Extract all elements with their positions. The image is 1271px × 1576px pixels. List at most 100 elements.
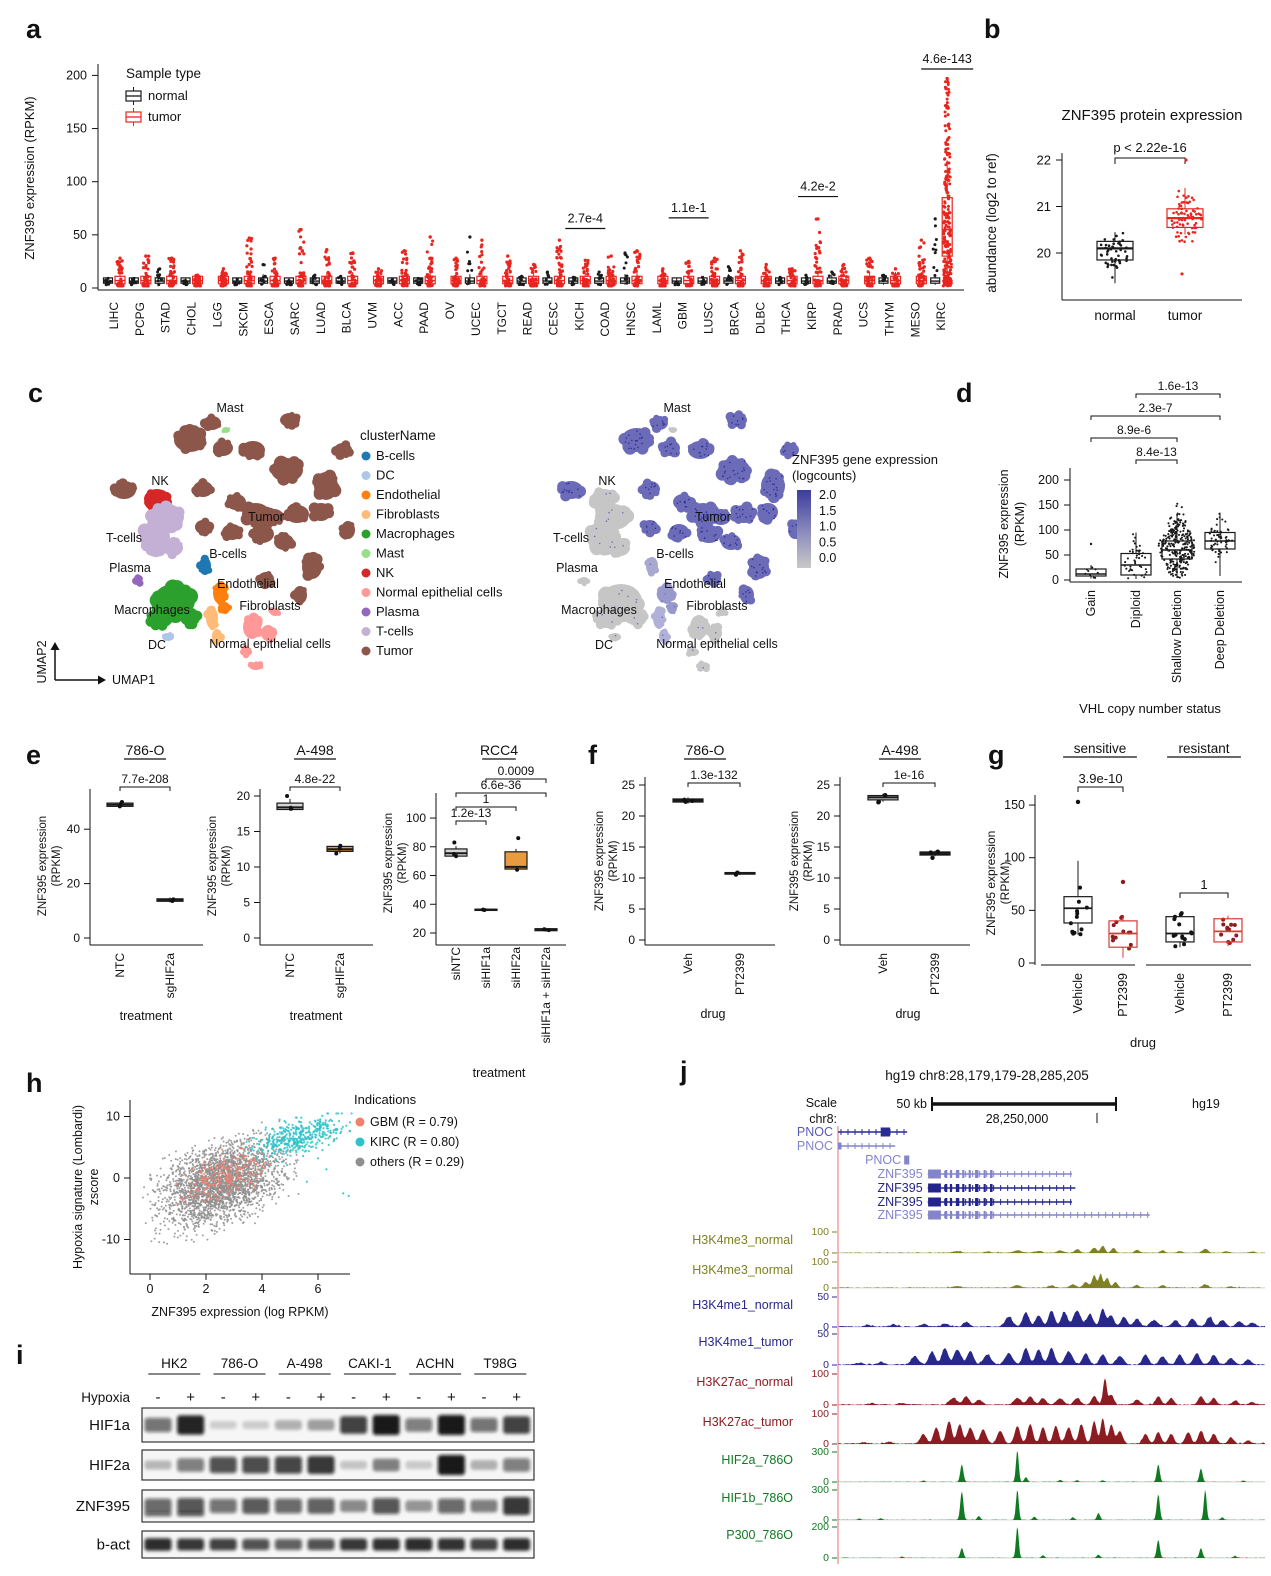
svg-text:LGG: LGG [210, 302, 224, 327]
svg-text:Shallow Deletion: Shallow Deletion [1170, 590, 1184, 683]
svg-text:10: 10 [622, 871, 636, 885]
panel-h-chart: 10 0 -10 0 2 4 6 ZNF395 expression (log RPKM) Hy… [71, 1092, 464, 1319]
svg-text:SKCM: SKCM [236, 302, 250, 337]
panel-a-chart: 0 50 100 150 200 ZNF395 expression (RPKM) Samp… [22, 52, 974, 337]
svg-text:Mast: Mast [663, 401, 691, 415]
svg-text:LUSC: LUSC [702, 302, 716, 334]
svg-text:DLBC: DLBC [753, 302, 767, 334]
svg-text:786-O: 786-O [686, 742, 725, 758]
svg-text:UCS: UCS [857, 302, 871, 327]
svg-text:1e-16: 1e-16 [894, 768, 925, 782]
svg-text:Veh: Veh [876, 953, 890, 974]
panel-a-letter: a [26, 14, 42, 44]
svg-text:(logcounts): (logcounts) [792, 468, 856, 483]
svg-text:SARC: SARC [288, 302, 302, 336]
svg-text:20: 20 [237, 789, 251, 803]
svg-text:1.3e-132: 1.3e-132 [690, 768, 738, 782]
svg-text:(RPKM): (RPKM) [397, 842, 409, 883]
svg-text:ZNF395 gene expression: ZNF395 gene expression [792, 452, 938, 467]
svg-text:Deep Deletion: Deep Deletion [1213, 590, 1227, 669]
svg-text:resistant: resistant [1178, 741, 1229, 756]
svg-text:LUAD: LUAD [314, 302, 328, 334]
svg-text:DC: DC [595, 638, 613, 652]
svg-text:150: 150 [1038, 498, 1059, 512]
svg-text:Macrophages: Macrophages [376, 526, 455, 541]
svg-text:THYM: THYM [883, 302, 897, 336]
svg-text:PT2399: PT2399 [928, 953, 942, 995]
svg-text:ZNF395 expression: ZNF395 expression [789, 811, 801, 911]
svg-text:Plasma: Plasma [556, 561, 598, 575]
panel-c-chart: B-cells DC Endothelial Fibroblasts Macrophag… [35, 401, 938, 687]
svg-text:15: 15 [622, 840, 636, 854]
svg-text:(RPKM): (RPKM) [998, 862, 1012, 905]
svg-text:tumor: tumor [148, 109, 182, 124]
svg-text:22: 22 [1037, 153, 1051, 168]
svg-text:25: 25 [622, 778, 636, 792]
svg-text:PT2399: PT2399 [733, 953, 747, 995]
panel-i-letter: i [16, 1340, 24, 1370]
svg-text:ZNF395 expression: ZNF395 expression [997, 469, 1011, 578]
svg-text:sgHIF2a: sgHIF2a [333, 953, 347, 999]
svg-text:8.4e-13: 8.4e-13 [1136, 445, 1177, 459]
svg-text:drug: drug [895, 1007, 920, 1021]
svg-text:ZNF395 expression (log RPKM): ZNF395 expression (log RPKM) [151, 1305, 328, 1319]
svg-text:Plasma: Plasma [376, 604, 420, 619]
svg-text:Normal epithelial cells: Normal epithelial cells [656, 637, 778, 651]
svg-text:GBM: GBM [676, 302, 690, 329]
svg-text:1: 1 [1200, 877, 1207, 892]
svg-text:Hypoxia signature (Lombardi): Hypoxia signature (Lombardi) [71, 1105, 85, 1269]
svg-text:1.6e-13: 1.6e-13 [1158, 379, 1199, 393]
svg-text:B-cells: B-cells [376, 448, 416, 463]
svg-text:normal: normal [148, 88, 188, 103]
svg-text:1.0: 1.0 [819, 520, 836, 534]
svg-text:6: 6 [315, 1282, 322, 1296]
svg-text:sensitive: sensitive [1074, 741, 1127, 756]
svg-text:Endothelial: Endothelial [376, 487, 440, 502]
svg-text:THCA: THCA [779, 302, 793, 335]
svg-text:Tumor: Tumor [376, 643, 414, 658]
svg-text:treatment: treatment [473, 1066, 526, 1080]
svg-text:siHIF1a + siHIF2a: siHIF1a + siHIF2a [539, 947, 553, 1044]
svg-text:0: 0 [113, 1171, 120, 1185]
panel-f-letter: f [588, 740, 597, 770]
panel-f-chart: 786-O 1.3e-132 0 5 10 15 20 25 ZNF395 expression… [594, 742, 970, 1021]
umap-expression: B-cells DC Endothelial Fibroblasts Macrophag… [553, 401, 803, 673]
svg-text:treatment: treatment [120, 1009, 173, 1023]
svg-text:1.5: 1.5 [819, 504, 836, 518]
svg-text:NTC: NTC [113, 953, 127, 978]
svg-text:MESO: MESO [908, 302, 922, 337]
svg-text:(RPKM): (RPKM) [608, 840, 620, 881]
svg-text:ZNF395 expression: ZNF395 expression [984, 831, 998, 936]
svg-text:5: 5 [823, 902, 830, 916]
svg-text:DC: DC [376, 468, 395, 483]
svg-text:ZNF395 protein expression: ZNF395 protein expression [1062, 107, 1243, 124]
svg-text:drug: drug [700, 1007, 725, 1021]
svg-text:25: 25 [817, 778, 831, 792]
svg-text:T-cells: T-cells [106, 531, 142, 545]
svg-text:-10: -10 [102, 1233, 120, 1247]
svg-text:6.6e-36: 6.6e-36 [481, 778, 522, 792]
svg-text:PAAD: PAAD [417, 302, 431, 334]
svg-text:ESCA: ESCA [262, 302, 276, 335]
svg-text:4.8e-22: 4.8e-22 [295, 772, 336, 786]
svg-text:15: 15 [817, 840, 831, 854]
svg-text:Macrophages: Macrophages [114, 603, 190, 617]
svg-text:Sample type: Sample type [126, 66, 201, 81]
svg-text:RCC4: RCC4 [480, 742, 518, 758]
svg-text:A-498: A-498 [881, 742, 919, 758]
svg-text:UMAP1: UMAP1 [112, 673, 155, 687]
panel-d-chart: 1.6e-13 2.3e-7 8.9e-6 8.4e-13 0 50 100 150 200 ZN… [997, 379, 1242, 716]
svg-text:COAD: COAD [598, 302, 612, 337]
svg-text:ZNF395 expression: ZNF395 expression [594, 811, 606, 911]
svg-text:200: 200 [1038, 473, 1059, 487]
svg-text:READ: READ [521, 302, 535, 336]
svg-text:0: 0 [1018, 956, 1025, 970]
svg-text:NTC: NTC [283, 953, 297, 978]
svg-text:clusterName: clusterName [360, 428, 436, 443]
svg-text:(RPKM): (RPKM) [51, 845, 63, 886]
svg-text:ZNF395 expression: ZNF395 expression [207, 816, 219, 916]
svg-text:siNTC: siNTC [449, 947, 463, 981]
svg-text:10: 10 [106, 1110, 120, 1124]
